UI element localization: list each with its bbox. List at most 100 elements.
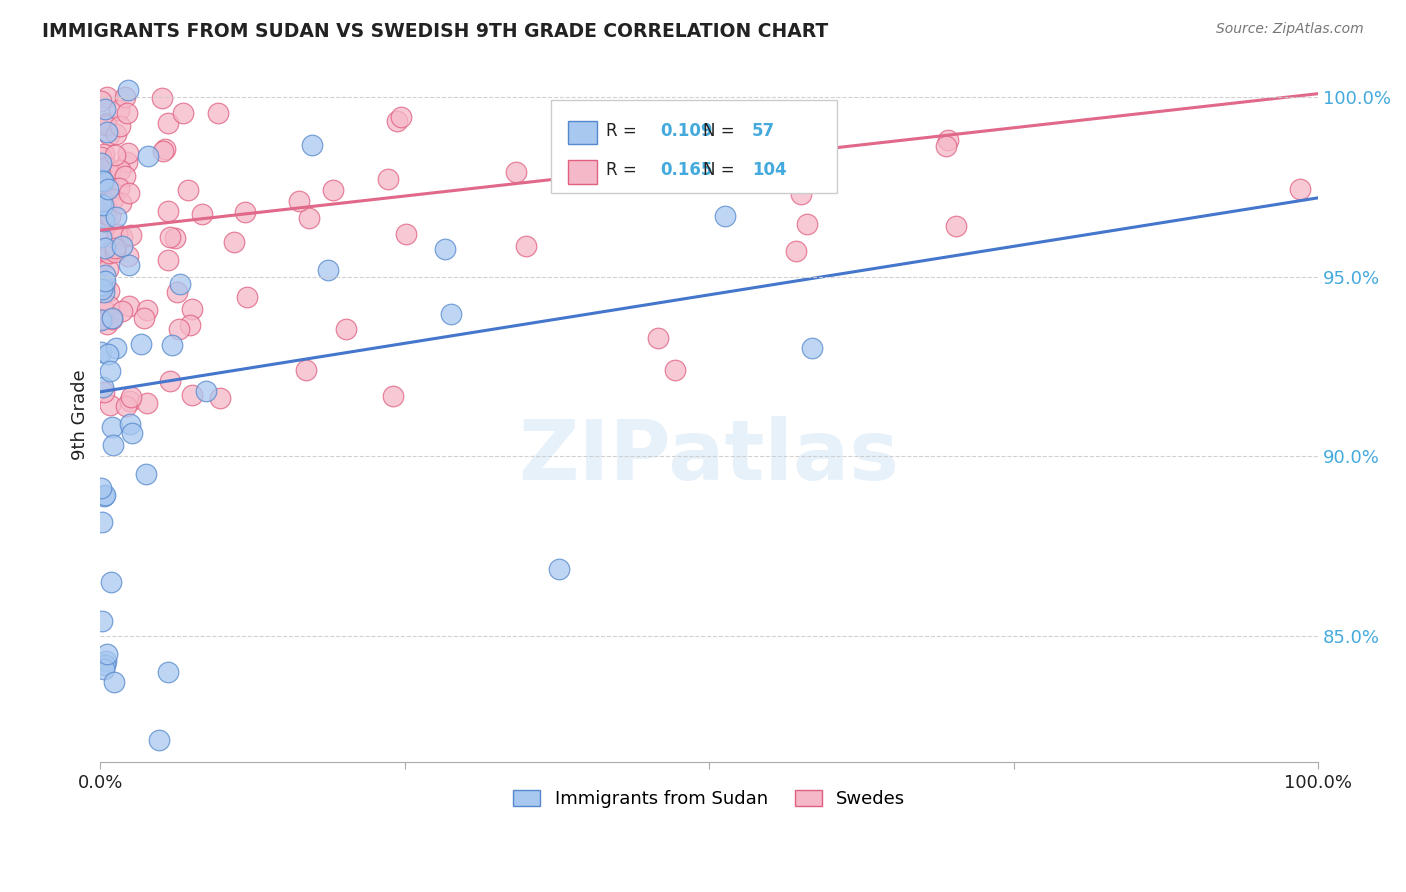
Point xyxy=(394,227,416,242)
Point xyxy=(110,196,132,211)
Point xyxy=(180,388,202,402)
Text: R =: R = xyxy=(606,161,641,179)
Point xyxy=(150,91,173,105)
Point xyxy=(90,312,112,326)
Point xyxy=(93,285,115,300)
Text: IMMIGRANTS FROM SUDAN VS SWEDISH 9TH GRADE CORRELATION CHART: IMMIGRANTS FROM SUDAN VS SWEDISH 9TH GRA… xyxy=(42,22,828,41)
Point xyxy=(169,277,191,291)
Y-axis label: 9th Grade: 9th Grade xyxy=(72,370,89,460)
Point xyxy=(98,246,121,260)
Point xyxy=(91,173,114,187)
Point xyxy=(321,183,343,197)
Point xyxy=(118,393,141,408)
Point xyxy=(98,398,121,412)
Point xyxy=(121,426,143,441)
Point xyxy=(114,169,136,183)
Point xyxy=(90,155,112,169)
Point xyxy=(935,139,957,153)
Point xyxy=(103,192,125,206)
Point xyxy=(159,374,181,388)
Point xyxy=(93,273,115,287)
Point xyxy=(207,106,229,120)
Point xyxy=(98,164,121,178)
Point xyxy=(157,252,180,267)
Point xyxy=(117,146,139,161)
Point xyxy=(101,438,124,452)
Point xyxy=(100,312,122,326)
Point xyxy=(111,239,134,253)
Point xyxy=(98,128,121,143)
Point xyxy=(96,161,118,175)
Point xyxy=(105,127,128,141)
Point xyxy=(301,137,323,152)
Point xyxy=(714,210,737,224)
Point xyxy=(115,105,138,120)
Point xyxy=(160,338,183,352)
Point xyxy=(104,148,127,162)
Point xyxy=(90,254,112,268)
Legend: Immigrants from Sudan, Swedes: Immigrants from Sudan, Swedes xyxy=(506,782,912,815)
Text: R =: R = xyxy=(606,122,641,140)
Point xyxy=(94,116,117,130)
Point xyxy=(790,187,813,202)
Point xyxy=(787,161,810,176)
Point xyxy=(195,384,218,398)
Point xyxy=(98,364,121,378)
Point xyxy=(93,279,115,293)
Point xyxy=(108,119,131,133)
Point xyxy=(94,118,117,132)
Point xyxy=(114,90,136,104)
Point xyxy=(505,165,527,179)
Point xyxy=(90,345,112,359)
Point xyxy=(191,207,214,221)
Point xyxy=(120,390,142,404)
Point xyxy=(104,341,127,355)
Point xyxy=(90,244,112,258)
Point xyxy=(96,647,118,661)
Point xyxy=(707,171,730,186)
Point xyxy=(93,147,115,161)
Point xyxy=(97,347,120,361)
Point xyxy=(97,182,120,196)
Point xyxy=(129,337,152,351)
Point xyxy=(100,575,122,590)
Point xyxy=(179,318,201,332)
Point xyxy=(153,142,176,156)
FancyBboxPatch shape xyxy=(551,100,837,194)
Point xyxy=(287,194,309,208)
Point xyxy=(93,268,115,282)
Point xyxy=(382,388,405,402)
Point xyxy=(335,321,357,335)
Point xyxy=(90,150,112,164)
Point xyxy=(94,241,117,255)
Point xyxy=(96,207,118,221)
Point xyxy=(785,244,807,258)
Point xyxy=(165,231,187,245)
Point xyxy=(135,395,157,409)
FancyBboxPatch shape xyxy=(568,120,598,145)
Point xyxy=(120,417,142,431)
Point xyxy=(134,311,156,326)
Point xyxy=(105,210,128,224)
Point xyxy=(115,399,138,413)
Point xyxy=(93,183,115,197)
Point xyxy=(108,162,131,177)
Point xyxy=(93,214,115,228)
Point xyxy=(96,125,118,139)
Point xyxy=(101,311,124,326)
Point xyxy=(208,391,231,405)
Text: 57: 57 xyxy=(752,122,775,140)
Point xyxy=(389,110,412,124)
Point xyxy=(800,341,823,355)
Point xyxy=(103,675,125,690)
Point xyxy=(91,220,114,235)
Point xyxy=(377,172,399,186)
Point xyxy=(547,562,569,576)
Point xyxy=(434,242,457,256)
Point xyxy=(90,277,112,292)
Point xyxy=(107,181,129,195)
Point xyxy=(166,285,188,300)
Point xyxy=(94,658,117,673)
Point xyxy=(93,489,115,503)
Point xyxy=(156,115,179,129)
